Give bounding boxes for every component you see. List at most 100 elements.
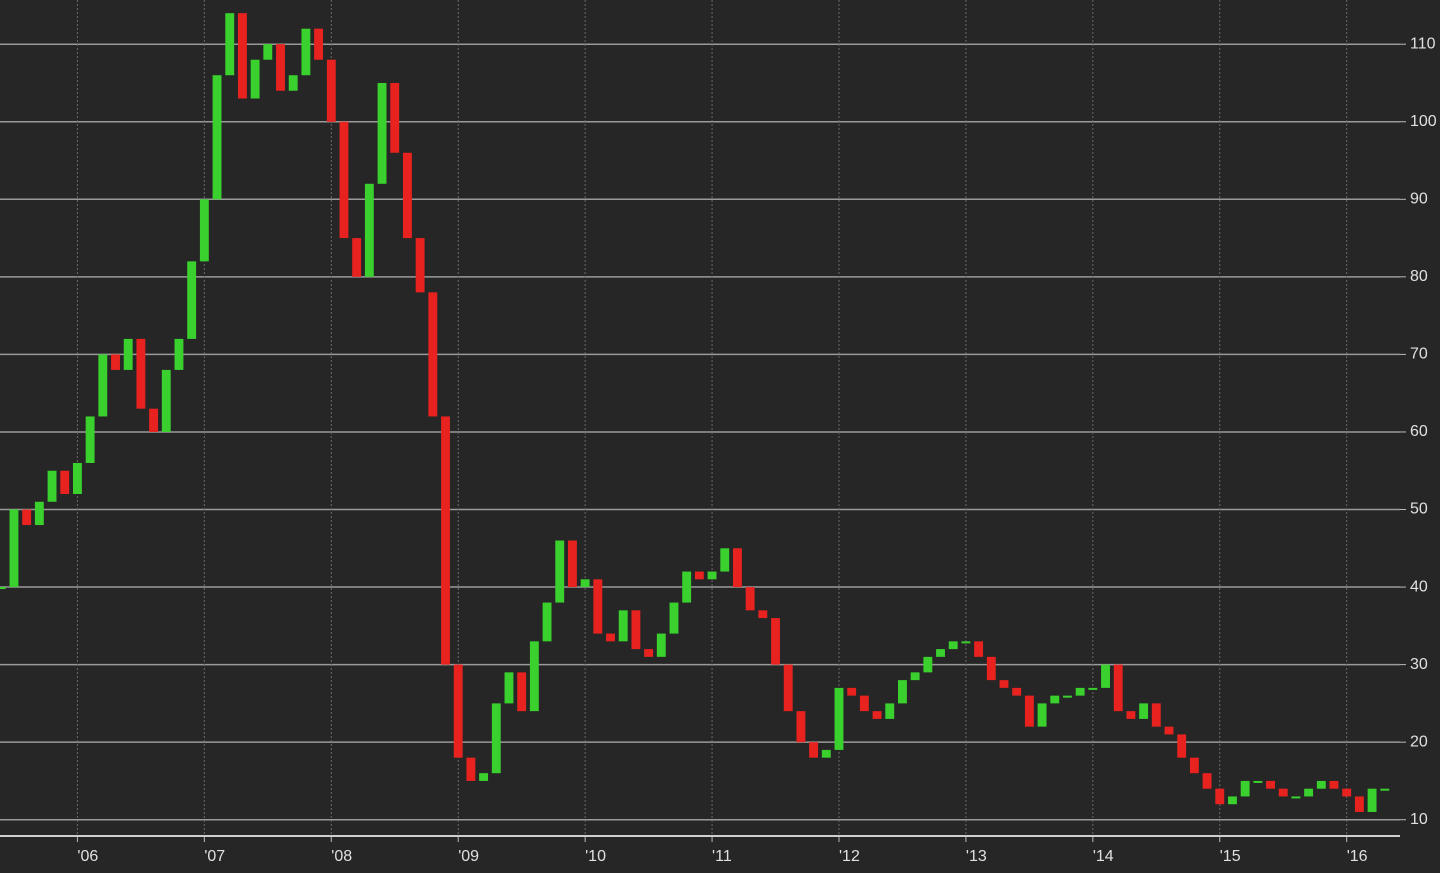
candle-up [85,416,95,463]
candle-up [682,571,692,603]
candle-down [1126,711,1136,719]
candle-down [1024,695,1034,727]
candle-up [504,672,514,704]
candle-down [402,152,412,239]
y-tick-label: 100 [1410,113,1437,130]
candle-down [466,757,476,781]
candle-down [567,540,577,588]
candle-up [1101,664,1110,688]
candle-up [1316,780,1326,789]
y-tick-label: 60 [1410,423,1428,440]
candle-up [199,199,209,262]
candle-up [923,656,933,673]
candle-up [948,641,958,650]
candle-down [872,711,882,719]
candle-up [885,703,895,719]
candle-up [707,571,717,580]
candle-down [1202,773,1212,789]
candle-up [212,75,222,200]
y-tick-label: 70 [1410,346,1428,363]
candle-down [276,44,285,91]
candle-down [771,618,780,665]
candle-up [491,703,501,774]
candle-down [428,292,438,417]
candle-up [542,602,552,642]
candle-down [974,641,984,657]
candle-down [136,338,146,409]
candle-up [898,680,907,704]
x-tick-label: '14 [1093,848,1114,865]
candle-down [1342,788,1352,797]
candle-up [529,641,539,712]
candle-down [453,664,463,758]
x-tick-label: '12 [839,848,860,865]
candle-up [1139,703,1149,719]
candle-down [1354,796,1364,812]
candle-up [34,501,44,526]
x-tick-label: '13 [966,848,987,865]
candle-up [1050,695,1060,704]
candle-up [1063,695,1072,698]
x-tick-label: '16 [1347,848,1368,865]
x-tick-label: '08 [331,848,352,865]
x-tick-label: '06 [77,848,98,865]
y-tick-label: 90 [1410,191,1428,208]
y-tick-label: 10 [1410,811,1428,828]
y-tick-label: 80 [1410,268,1428,285]
candle-down [1164,726,1174,735]
candle-up [656,633,666,657]
candle-down [60,470,70,494]
candle-up [479,773,489,781]
x-tick-label: '15 [1220,848,1241,865]
candle-up [1240,780,1250,797]
candle-down [1177,734,1187,758]
candle-up [9,509,19,588]
candle-down [606,633,615,642]
candle-up [225,13,235,76]
y-tick-label: 20 [1410,733,1428,750]
candle-down [1189,757,1199,774]
candle-up [72,462,82,494]
candle-down [1278,788,1288,797]
candle-down [390,82,400,153]
candle-up [580,579,590,588]
candle-down [758,610,768,619]
candle-down [593,579,603,634]
candle-up [364,183,374,277]
candle-up [263,44,273,60]
candle-down [999,680,1009,688]
candle-up [1088,687,1098,690]
candle-up [936,649,945,657]
candle-up [720,548,730,572]
candle-down [441,416,450,665]
candle-up [1367,788,1377,812]
candle-down [1151,703,1161,727]
y-tick-label: 40 [1410,578,1428,595]
candle-down [796,711,806,743]
candle-down [326,59,336,122]
y-tick-label: 30 [1410,656,1428,673]
candle-up [187,261,197,339]
candle-down [694,571,704,580]
candle-up [123,338,133,370]
candle-down [149,408,159,432]
candle-down [847,687,857,696]
candle-down [1215,788,1225,805]
candle-up [301,28,311,76]
candle-up [821,749,831,758]
candle-up [1291,796,1301,799]
candle-down [352,238,362,277]
candle-down [1012,687,1022,696]
candle-down [1113,664,1123,712]
candle-down [111,354,120,370]
candle-down [745,587,755,611]
candle-down [339,121,349,239]
candle-up [1037,703,1047,727]
candle-up [555,540,565,603]
candle-up [834,687,844,750]
candle-up [669,602,679,634]
candle-up [910,672,920,681]
candle-up [1304,788,1314,797]
candle-up [1253,780,1263,783]
x-tick-label: '10 [585,848,606,865]
